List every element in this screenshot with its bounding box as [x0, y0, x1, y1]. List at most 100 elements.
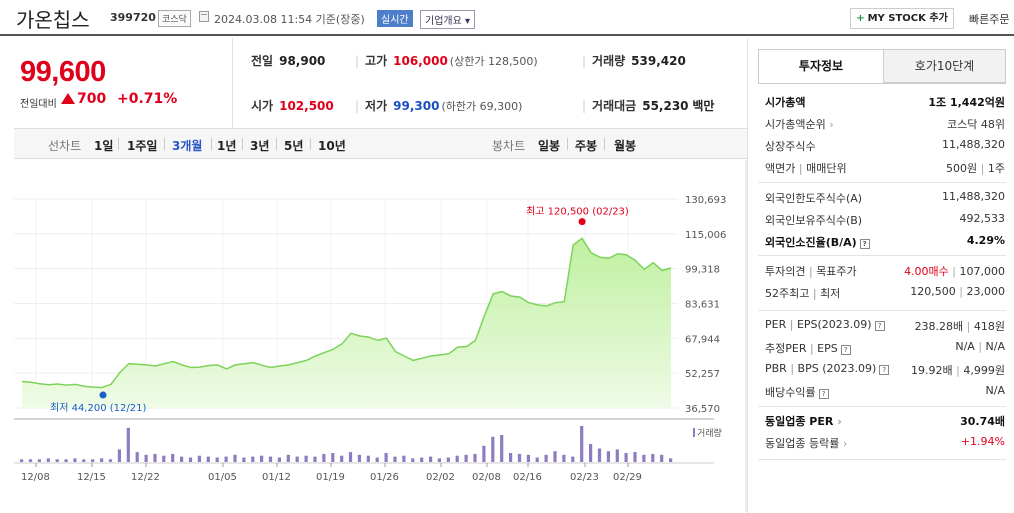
y-tick-label: 36,570 [685, 404, 720, 415]
info-value: 30.74배 [960, 415, 1005, 428]
x-tick-label: 02/29 [613, 472, 642, 483]
period-3m[interactable]: 3개월 [172, 139, 203, 153]
info-label: 외국인보유주식수(B) [765, 214, 863, 227]
help-icon[interactable]: ? [840, 345, 851, 355]
volume-bar [117, 449, 121, 462]
candle-monthly[interactable]: 월봉 [614, 139, 637, 153]
line-chart-label: 선차트 [48, 139, 82, 153]
y-tick-label: 83,631 [685, 300, 720, 311]
section-divider [758, 459, 1006, 460]
x-tick-label: 01/05 [208, 472, 237, 483]
volume-bar [509, 453, 513, 462]
x-tick-label: 01/26 [370, 472, 399, 483]
help-icon[interactable]: ? [818, 389, 829, 399]
volume-bar [411, 458, 415, 462]
info-label: 동일업종 등락률 [765, 437, 840, 450]
volume-bar [633, 452, 637, 462]
volume-bar [580, 426, 584, 462]
info-label-secondary: 목표주가 [816, 265, 857, 278]
price-chart[interactable]: 130,693 115,006 99,318 83,631 67,944 52,257 36… [14, 160, 747, 512]
info-value-secondary: 1주 [987, 162, 1005, 175]
volume-bar [491, 436, 495, 462]
period-1y[interactable]: 1년 [217, 139, 237, 153]
chevron-right-icon: › [833, 415, 842, 428]
volume-bar [295, 456, 299, 462]
realtime-button[interactable]: 실시간 [377, 10, 413, 27]
info-label: 상장주식수 [765, 140, 816, 153]
info-value: 4.29% [966, 234, 1005, 247]
period-1w[interactable]: 1주일 [127, 139, 158, 153]
volume-bar [473, 453, 477, 462]
volume-bar [535, 457, 539, 462]
x-tick-label: 02/08 [472, 472, 501, 483]
help-icon[interactable]: ? [859, 239, 870, 249]
volume-bar [277, 457, 281, 462]
add-mystock-button[interactable]: + MY STOCK 추가 [850, 8, 954, 29]
tab-order-book[interactable]: 호가10단계 [883, 49, 1006, 83]
price-chart-svg: 130,693 115,006 99,318 83,631 67,944 52,257 36… [14, 160, 747, 512]
chart-period-bar: 선차트 1일 1주일 3개월 1년 3년 5년 10년 봉차트 일봉 주봉 월봉 [14, 128, 747, 159]
volume-bar [669, 458, 673, 462]
x-tick-label: 02/23 [570, 472, 599, 483]
price-change: 700 [77, 91, 107, 107]
x-tick-label: 02/02 [426, 472, 455, 483]
info-label: 배당수익률 [765, 386, 816, 399]
volume-bar [153, 453, 157, 462]
info-label: 동일업종 PER [765, 415, 834, 428]
chevron-right-icon: › [839, 437, 848, 450]
divider [747, 38, 748, 513]
volume-bar [286, 454, 290, 462]
help-icon[interactable]: ? [874, 321, 885, 331]
volume-bar [562, 454, 566, 462]
section-divider [758, 255, 1006, 256]
volume-bar [64, 459, 68, 462]
info-label-secondary: 매매단위 [806, 162, 847, 175]
volume-bar [268, 456, 273, 462]
volume-bar [331, 453, 335, 462]
quote-datetime: 2024.03.08 11:54 기준(장중) [214, 13, 365, 26]
price-summary: 99,600 전일대비 700 +0.71% [14, 38, 232, 128]
period-3y[interactable]: 3년 [250, 139, 270, 153]
volume-bar [544, 454, 548, 462]
section-divider [758, 182, 1006, 183]
tab-investment-info[interactable]: 투자정보 [758, 49, 884, 83]
info-row: 액면가 | 매매단위 500원 | 1주 [765, 162, 1005, 175]
info-row: 외국인한도주식수(A) 11,488,320 [765, 190, 1005, 207]
chevron-right-icon: › [825, 118, 834, 131]
stat-open: 시가 102,500 [251, 99, 334, 113]
candle-daily[interactable]: 일봉 [538, 139, 561, 153]
info-value: 19.92배 [911, 364, 953, 377]
period-5y[interactable]: 5년 [284, 139, 304, 153]
high-annotation: 최고 120,500 (02/23) [526, 206, 629, 218]
corp-info-dropdown[interactable]: 기업개요 ▾ [420, 10, 475, 29]
volume-bar [171, 453, 175, 462]
info-row[interactable]: 동일업종 등락률 › +1.94% [765, 435, 1005, 452]
period-10y[interactable]: 10년 [318, 139, 346, 153]
info-row[interactable]: 동일업종 PER › 30.74배 [765, 413, 1005, 430]
price-area-fill [22, 238, 671, 408]
candle-weekly[interactable]: 주봉 [575, 139, 598, 153]
info-value: N/A [985, 384, 1005, 397]
info-row: 52주최고 | 최저 120,500 | 23,000 [765, 285, 1005, 300]
info-value-secondary: 418원 [973, 320, 1005, 333]
info-label: PER [765, 318, 787, 331]
high-marker [578, 218, 586, 226]
info-row: 투자의견 | 목표주가 4.00매수 | 107,000 [765, 265, 1005, 278]
info-label: 외국인소진율(B/A) [765, 236, 857, 249]
info-row[interactable]: 시가총액순위 › 코스닥 48위 [765, 116, 1005, 133]
quick-order-link[interactable]: 빠른주문 [969, 13, 1010, 26]
volume-bar [304, 455, 308, 462]
volume-bar [82, 459, 86, 462]
info-label: 추정PER [765, 342, 807, 355]
period-1d[interactable]: 1일 [94, 139, 114, 153]
volume-bar [313, 456, 317, 462]
volume-bar [500, 435, 504, 462]
info-value: 238.28배 [914, 320, 964, 333]
volume-bar [197, 455, 201, 462]
compare-label: 전일대비 [20, 99, 57, 110]
info-value: 코스닥 48위 [947, 118, 1005, 131]
stock-code: 399720 [110, 11, 156, 24]
volume-bar [46, 458, 50, 462]
help-icon[interactable]: ? [879, 365, 890, 375]
volume-bar [437, 458, 441, 462]
